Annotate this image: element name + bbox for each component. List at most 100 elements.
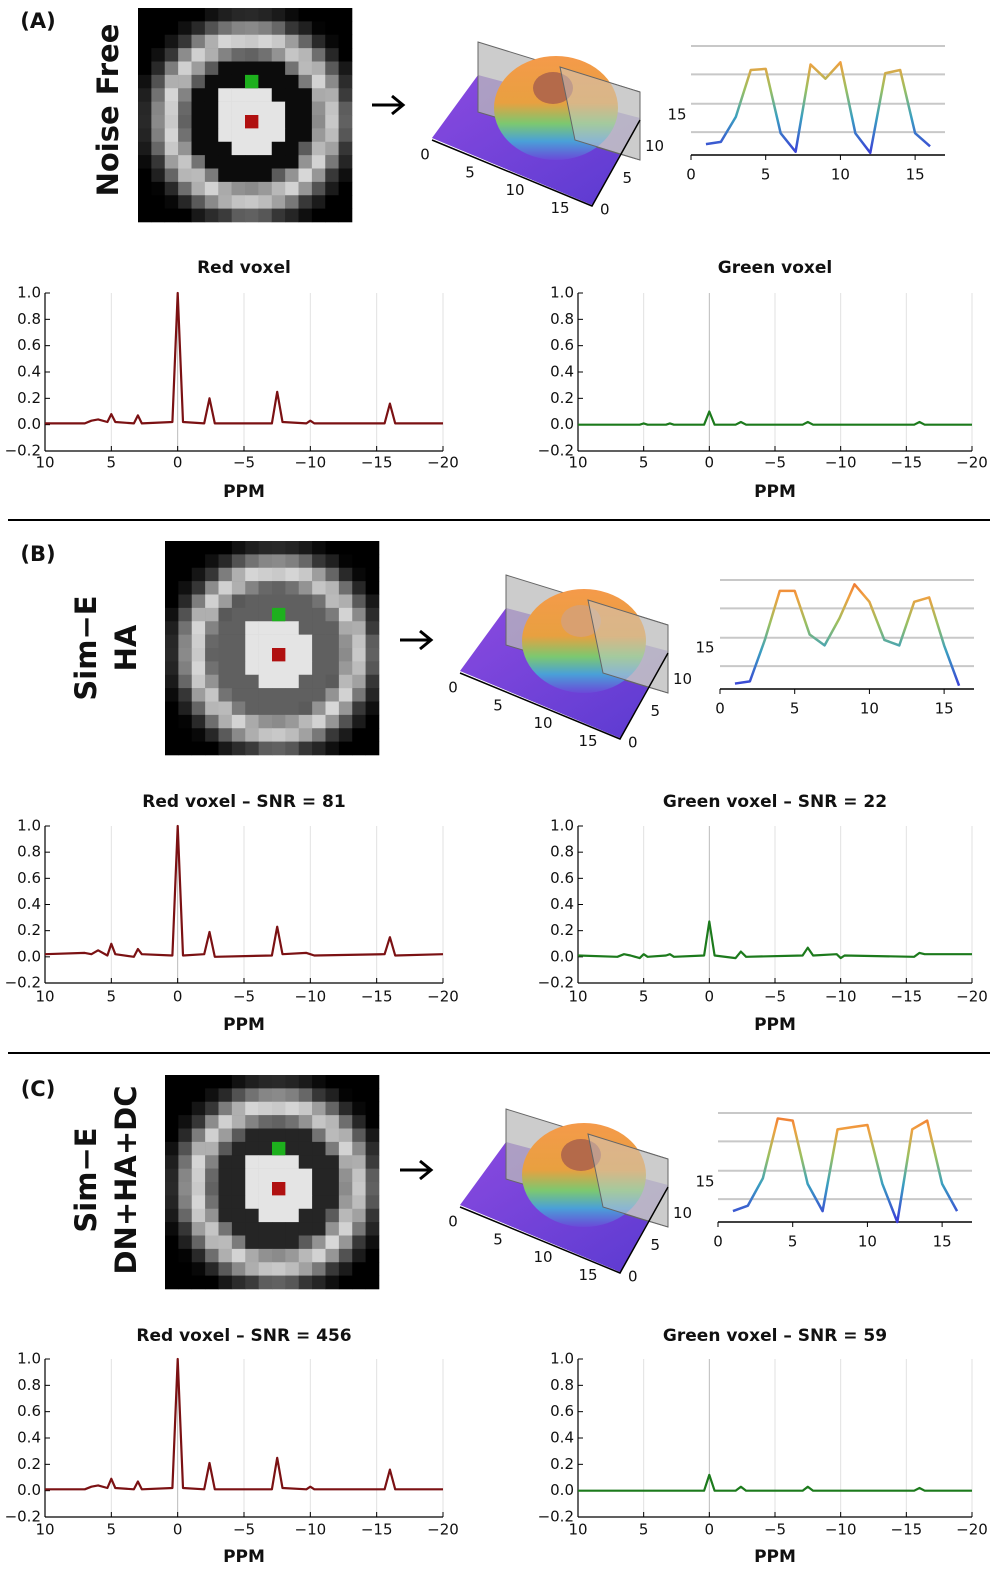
image-pixel xyxy=(245,1155,259,1169)
image-pixel xyxy=(298,8,313,22)
image-pixel xyxy=(191,88,206,102)
image-pixel xyxy=(352,594,366,609)
image-pixel xyxy=(138,34,152,49)
image-pixel xyxy=(218,115,232,129)
x-tick-label: 15 xyxy=(935,700,954,718)
image-pixel xyxy=(352,1155,366,1169)
y-tick-label: −0.2 xyxy=(5,442,41,460)
image-pixel xyxy=(271,34,286,49)
image-pixel xyxy=(312,1182,326,1196)
image-pixel xyxy=(285,1222,300,1236)
image-pixel xyxy=(245,554,259,569)
image-pixel xyxy=(298,1195,313,1210)
image-pixel xyxy=(178,48,192,62)
image-pixel xyxy=(205,1088,219,1103)
image-pixel xyxy=(312,1155,326,1169)
surface-axis xyxy=(431,119,641,207)
image-pixel xyxy=(285,1101,300,1116)
image-pixel xyxy=(271,8,286,22)
image-pixel xyxy=(258,1075,273,1089)
image-pixel xyxy=(352,1222,366,1236)
image-pixel xyxy=(218,181,232,196)
image-pixel xyxy=(138,128,152,143)
y-tick-label: 0.4 xyxy=(17,1429,41,1447)
image-pixel xyxy=(325,554,340,569)
image-pixel xyxy=(338,634,353,649)
image-pixel xyxy=(218,1101,233,1116)
image-pixel xyxy=(218,1222,233,1236)
image-pixel xyxy=(325,634,340,649)
image-pixel xyxy=(245,1168,259,1183)
image-pixel xyxy=(325,741,340,756)
x-axis-label: PPM xyxy=(754,1015,796,1035)
image-pixel xyxy=(285,1248,300,1263)
image-pixel xyxy=(231,88,246,102)
image-pixel xyxy=(231,48,246,62)
image-pixel xyxy=(151,141,166,156)
image-pixel xyxy=(258,1195,273,1210)
image-pixel xyxy=(285,208,299,223)
image-pixel xyxy=(218,741,233,756)
spectrum-title: Red voxel – SNR = 456 xyxy=(136,1326,351,1346)
image-pixel xyxy=(164,115,179,129)
image-pixel xyxy=(218,714,233,729)
panel-label: (A) xyxy=(20,9,55,33)
image-pixel xyxy=(325,115,339,129)
image-pixel xyxy=(231,1088,246,1103)
image-pixel xyxy=(231,128,246,143)
y-tick-label: 1.0 xyxy=(17,1350,41,1368)
spectrum-title: Red voxel – SNR = 81 xyxy=(142,792,345,812)
image-pixel xyxy=(258,634,273,649)
image-pixel xyxy=(231,541,246,555)
y-tick-label: −0.2 xyxy=(538,974,574,992)
image-pixel xyxy=(191,155,206,169)
profile-line xyxy=(734,583,961,687)
image-pixel xyxy=(338,21,353,36)
image-pixel xyxy=(218,208,232,223)
x-axis-label: PPM xyxy=(754,482,796,502)
image-pixel xyxy=(178,1262,193,1276)
image-pixel xyxy=(338,8,353,22)
image-pixel xyxy=(245,155,259,169)
image-pixel xyxy=(258,1235,273,1250)
image-pixel xyxy=(218,1208,233,1223)
image-pixel xyxy=(205,1248,219,1263)
image-pixel xyxy=(258,607,273,622)
image-pixel xyxy=(165,714,179,729)
image-pixel xyxy=(365,701,380,716)
spectrum-line xyxy=(45,291,443,425)
x-tick-label: −5 xyxy=(233,454,255,472)
image-pixel xyxy=(285,674,300,689)
image-pixel xyxy=(338,1155,353,1169)
image-pixel xyxy=(205,634,219,649)
image-pixel xyxy=(218,1182,233,1196)
image-pixel xyxy=(258,168,273,183)
image-pixel xyxy=(352,1168,366,1183)
image-pixel xyxy=(365,594,380,609)
image-pixel xyxy=(325,155,339,169)
image-pixel xyxy=(365,674,380,689)
y-tick-label: 0.0 xyxy=(17,1481,41,1499)
image-pixel xyxy=(298,1115,313,1129)
slice-plane-front xyxy=(587,1133,669,1228)
image-pixel xyxy=(325,581,340,595)
image-pixel xyxy=(338,567,353,582)
image-pixel xyxy=(205,1075,219,1089)
surface-y-tick: 0 xyxy=(628,734,638,752)
image-pixel xyxy=(245,688,259,702)
image-pixel xyxy=(231,674,246,689)
image-pixel xyxy=(231,181,246,196)
surface-x-tick: 0 xyxy=(448,1213,458,1231)
image-pixel xyxy=(285,1275,300,1290)
image-pixel xyxy=(365,1075,380,1089)
image-pixel xyxy=(151,195,166,209)
image-pixel xyxy=(298,1128,313,1143)
image-pixel xyxy=(325,648,340,662)
image-pixel xyxy=(178,1248,193,1263)
image-pixel xyxy=(258,208,273,223)
image-pixel xyxy=(298,1155,313,1169)
image-pixel xyxy=(312,1141,326,1156)
image-pixel xyxy=(312,1128,326,1143)
image-pixel xyxy=(178,1115,193,1129)
image-pixel xyxy=(325,607,340,622)
